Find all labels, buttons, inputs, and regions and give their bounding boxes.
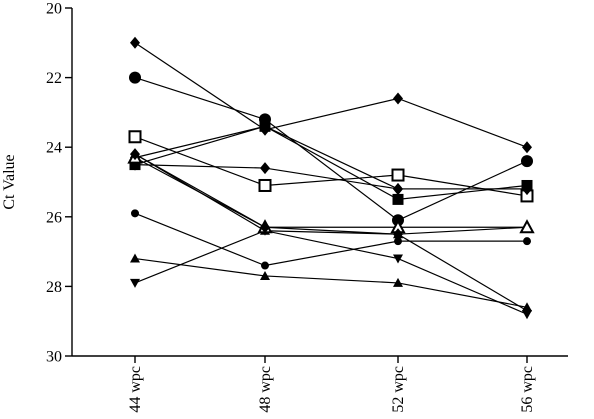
x-ticks: 44 wpc 48 wpc 52 wpc 56 wpc — [127, 356, 536, 413]
data-point-square — [521, 179, 533, 191]
data-point-diamond — [130, 36, 140, 49]
series-line — [134, 212, 527, 267]
series-8 — [131, 209, 531, 270]
series-6 — [130, 158, 532, 195]
data-point-diamond — [522, 141, 532, 154]
y-axis-title: Ct Value — [1, 154, 18, 209]
series-line — [134, 136, 528, 197]
y-ticks: 20 22 24 26 28 30 — [46, 1, 72, 366]
y-tick-label: 28 — [46, 279, 62, 296]
x-tick-label: 56 wpc — [519, 366, 536, 413]
y-tick-label: 20 — [46, 1, 62, 18]
data-point-circle-small — [523, 237, 531, 246]
data-point-triangle-open — [519, 219, 535, 234]
data-point-triangle-down — [130, 278, 140, 288]
data-point-square — [129, 159, 141, 171]
y-tick-label: 22 — [46, 70, 62, 87]
series-group — [127, 36, 535, 320]
data-point-diamond — [393, 182, 403, 195]
data-point-diamond — [130, 148, 140, 161]
x-tick-label: 52 wpc — [390, 366, 407, 413]
series-7 — [129, 120, 533, 205]
series-line — [134, 164, 527, 190]
data-point-square-open — [391, 168, 405, 182]
series-line — [134, 125, 528, 201]
series-1 — [130, 36, 532, 154]
data-point-triangle-up — [130, 253, 140, 263]
series-3 — [128, 130, 534, 203]
data-point-diamond — [260, 162, 270, 175]
data-point-diamond — [393, 92, 403, 105]
data-point-square — [259, 120, 271, 132]
series-line — [134, 257, 528, 308]
series-line — [134, 42, 528, 148]
data-point-diamond — [393, 228, 403, 241]
data-point-circle-large — [521, 155, 533, 168]
series-line — [134, 230, 528, 315]
x-tick-label: 48 wpc — [257, 366, 274, 413]
series-12 — [130, 148, 532, 317]
axes — [71, 8, 568, 357]
y-tick-label: 26 — [46, 209, 62, 226]
y-tick-label: 24 — [46, 140, 62, 157]
data-point-circle-large — [129, 71, 141, 84]
series-line — [134, 153, 528, 312]
series-line — [134, 77, 528, 221]
y-tick-label: 30 — [46, 349, 62, 366]
x-tick-label: 44 wpc — [127, 366, 144, 413]
data-point-circle-small — [131, 209, 139, 218]
data-point-diamond — [522, 304, 532, 317]
data-point-square — [392, 193, 404, 205]
data-point-circle-small — [394, 237, 402, 246]
data-point-square-open — [128, 130, 142, 144]
data-point-triangle-up — [393, 277, 403, 287]
data-point-diamond — [260, 221, 270, 234]
data-point-circle-small — [261, 261, 269, 270]
data-point-triangle-down — [393, 254, 403, 264]
data-point-square-open — [258, 178, 272, 192]
series-2 — [129, 71, 533, 227]
data-point-triangle-up — [260, 270, 270, 280]
series-9 — [130, 253, 532, 312]
series-line — [134, 157, 527, 228]
series-line — [134, 125, 527, 190]
